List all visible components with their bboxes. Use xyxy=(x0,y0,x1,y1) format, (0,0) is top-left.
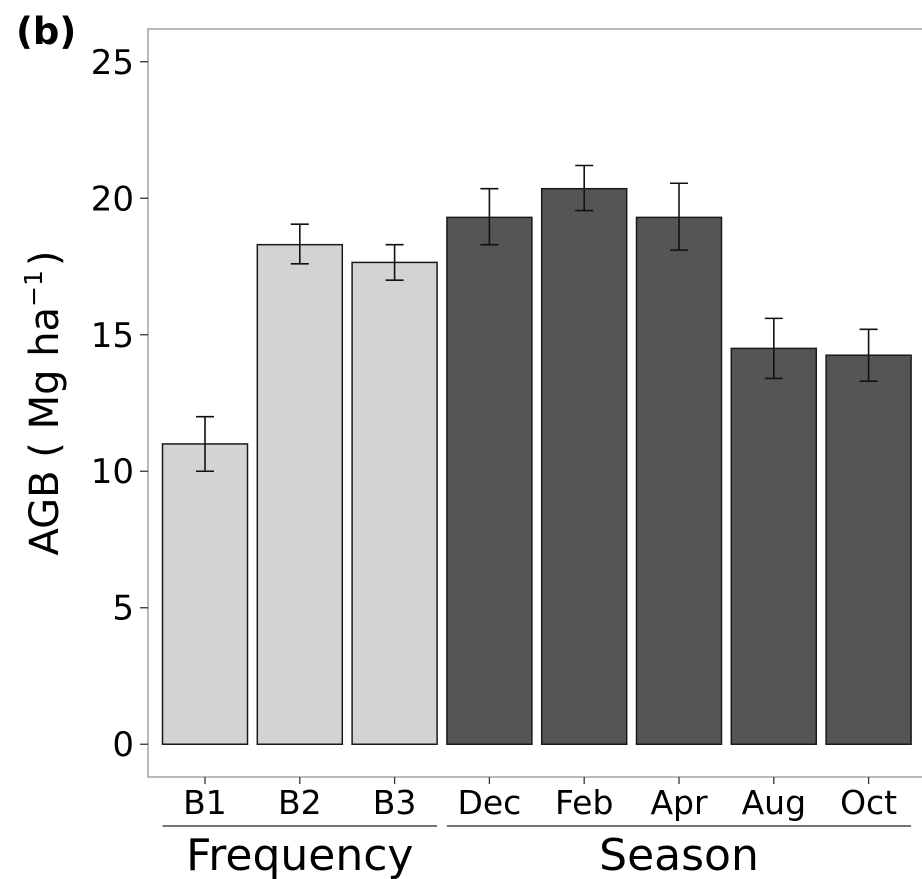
y-tick-label: 0 xyxy=(112,725,134,765)
group-label-frequency: Frequency xyxy=(186,830,413,879)
y-axis-title-close: ) xyxy=(22,250,68,266)
bar-apr xyxy=(635,216,723,745)
error-bar-dec xyxy=(480,187,499,246)
error-bar-apr xyxy=(670,182,688,251)
bar-b1 xyxy=(161,443,249,745)
x-tick-label-b3: B3 xyxy=(373,783,417,822)
group-label-season: Season xyxy=(599,830,759,879)
x-axis: B1 B2 B3 Dec Feb Apr Aug Oct xyxy=(183,777,897,822)
error-bar-b1 xyxy=(196,415,214,473)
error-bar-oct xyxy=(859,328,878,382)
bar-oct xyxy=(825,354,912,745)
y-tick-label: 10 xyxy=(91,452,134,492)
bar-dec xyxy=(446,216,533,745)
panel-label: (b) xyxy=(16,10,76,53)
error-bar-b2 xyxy=(290,223,309,265)
x-tick-label-aug: Aug xyxy=(742,783,806,822)
y-axis-title-main: AGB ( Mg ha xyxy=(22,307,68,556)
error-bar-b3 xyxy=(385,243,404,281)
bar-aug xyxy=(730,347,818,745)
y-tick-label: 25 xyxy=(91,43,134,83)
group-labels: Frequency Season xyxy=(162,825,912,879)
x-tick-label-b1: B1 xyxy=(183,783,227,822)
bars xyxy=(161,187,912,745)
x-tick-label-apr: Apr xyxy=(650,783,708,822)
x-tick-label-b2: B2 xyxy=(278,783,322,822)
x-tick-label-feb: Feb xyxy=(555,783,613,822)
error-bars xyxy=(196,164,878,473)
y-tick-label: 20 xyxy=(91,179,134,219)
y-axis-title: AGB ( Mg ha−1) xyxy=(19,250,68,555)
error-bar-feb xyxy=(575,164,594,212)
y-tick-label: 5 xyxy=(112,589,134,629)
bar-b3 xyxy=(351,261,438,745)
y-axis: 0 5 10 15 20 25 xyxy=(91,43,148,765)
bar-b2 xyxy=(256,243,344,745)
y-tick-label: 15 xyxy=(91,316,134,356)
x-tick-label-dec: Dec xyxy=(457,783,521,822)
error-bar-aug xyxy=(764,317,783,380)
y-axis-title-superscript: −1 xyxy=(19,270,48,307)
bar-feb xyxy=(540,187,628,745)
plot-panel-border xyxy=(147,28,922,778)
x-tick-label-oct: Oct xyxy=(840,783,897,822)
